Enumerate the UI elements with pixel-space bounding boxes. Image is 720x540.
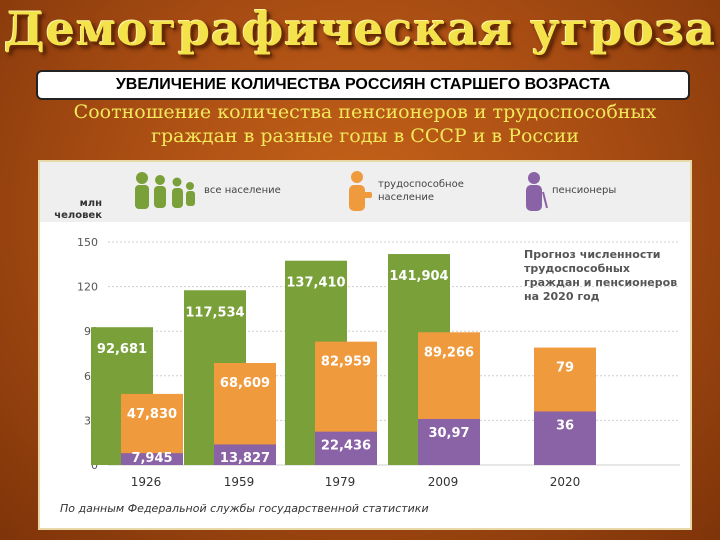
y-tick-label: 150 [77, 236, 98, 249]
data-label-pensioners: 30,97 [428, 426, 469, 441]
chart-heading: Соотношение количества пенсионеров и тру… [30, 100, 700, 148]
pensioners-icon [526, 172, 548, 211]
y-axis-unit-line2: человек [54, 210, 102, 221]
data-label-working-population: 47,830 [127, 407, 177, 422]
y-tick-label: 0 [91, 459, 98, 472]
chart-heading-line1: Соотношение количества пенсионеров и тру… [73, 101, 657, 123]
chart-heading-line2: граждан в разные годы в СССР и в России [150, 125, 579, 147]
x-tick-label: 2020 [550, 475, 581, 489]
legend-label-pensioners: пенсионеры [552, 185, 617, 196]
all-population-icon [135, 172, 195, 209]
x-tick-label: 1979 [325, 475, 356, 489]
forecast-note-year: 2020 [542, 290, 574, 303]
data-label-pensioners: 22,436 [321, 439, 371, 454]
forecast-note-line1: Прогноз численности [524, 248, 661, 261]
forecast-note: Прогноз численности трудоспособных гражд… [524, 248, 677, 304]
data-label-working-population: 82,959 [321, 355, 371, 370]
chart-svg: 030609012015092,68147,8307,9451926117,53… [77, 171, 680, 489]
forecast-note-line4: на 2020 год [524, 290, 677, 304]
data-label-all-population: 141,904 [389, 269, 448, 284]
forecast-note-suffix: год [577, 290, 600, 303]
working-population-icon [349, 171, 372, 211]
page-title: Демографическая угроза [3, 2, 717, 56]
legend-label-working-line2: население [378, 192, 435, 203]
bar-pensioners [315, 431, 377, 465]
x-tick-label: 2009 [428, 475, 459, 489]
forecast-note-line3: граждан и пенсионеров [524, 276, 678, 289]
forecast-note-prefix: на [524, 290, 540, 303]
data-label-working-population: 79 [556, 361, 574, 376]
legend-label-working: трудоспособное население [378, 178, 464, 204]
data-label-all-population: 92,681 [97, 342, 147, 357]
bar-working-population [121, 393, 183, 465]
y-tick-label: 120 [77, 281, 98, 294]
bar-pensioners [214, 444, 276, 465]
legend-label-all: все население [204, 185, 281, 196]
data-label-working-population: 68,609 [220, 376, 270, 391]
source-note: По данным Федеральной службы государстве… [60, 502, 429, 515]
data-label-all-population: 117,534 [185, 305, 244, 320]
chart-panel: млн человек 030609012015092,68147,8307,9… [38, 160, 692, 530]
x-tick-label: 1959 [224, 475, 255, 489]
y-axis-unit: млн человек [50, 198, 102, 222]
legend-label-working-line1: трудоспособное [378, 179, 464, 190]
bar-pensioners [418, 418, 480, 465]
data-label-pensioners: 7,945 [131, 451, 172, 466]
bar-pensioners [534, 411, 596, 465]
forecast-note-line2: трудоспособных [524, 262, 630, 275]
data-label-pensioners: 13,827 [220, 451, 270, 466]
data-label-all-population: 137,410 [286, 276, 345, 291]
subtitle-banner: УВЕЛИЧЕНИЕ КОЛИЧЕСТВА РОССИЯН СТАРШЕГО В… [36, 70, 690, 100]
y-axis-unit-line1: млн [79, 198, 102, 209]
data-label-working-population: 89,266 [424, 345, 474, 360]
x-tick-label: 1926 [131, 475, 162, 489]
data-label-pensioners: 36 [556, 418, 574, 433]
bar-pensioners [121, 453, 183, 465]
